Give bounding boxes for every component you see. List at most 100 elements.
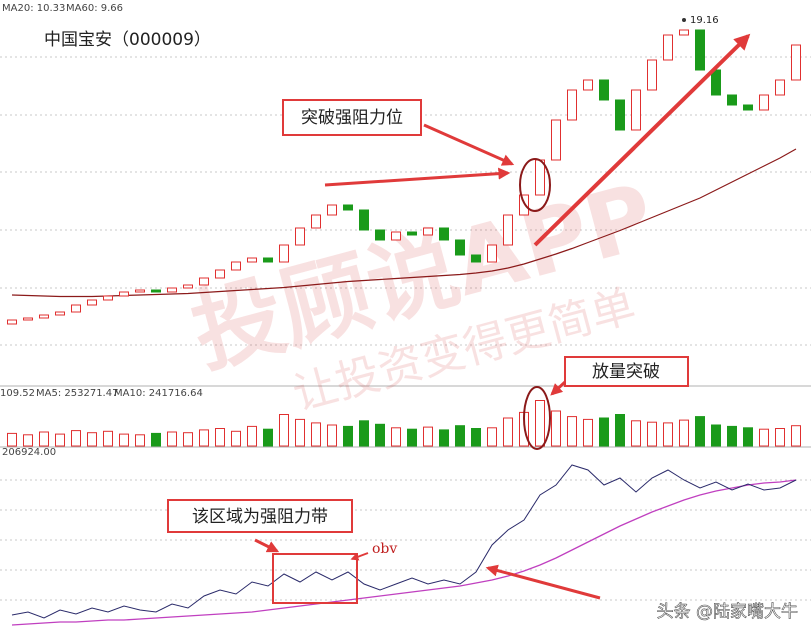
candle <box>87 299 97 306</box>
volume-bar <box>727 425 737 447</box>
volume-bar <box>327 424 337 447</box>
candle <box>359 209 369 231</box>
volume-bar <box>583 418 593 447</box>
candle <box>151 289 161 293</box>
candle <box>535 159 545 196</box>
arrow <box>350 552 369 561</box>
candle <box>503 214 513 246</box>
annotation: 突破强阻力位 <box>301 108 403 128</box>
obv-ma-line <box>11 479 797 626</box>
candle <box>455 239 465 256</box>
peak-label: 19.16 <box>690 15 719 26</box>
circle <box>519 158 551 212</box>
candle <box>695 29 705 71</box>
indicator: MA60: 9.66 <box>66 3 123 14</box>
circle <box>523 386 551 450</box>
candle <box>343 204 353 211</box>
volume-bar <box>135 434 145 447</box>
volume-bar <box>439 429 449 447</box>
volume-bar <box>199 429 209 447</box>
volume-bar <box>215 428 225 447</box>
volume-bar <box>295 418 305 447</box>
candle <box>199 277 209 286</box>
candle <box>71 304 81 313</box>
candle <box>215 269 225 279</box>
arrow <box>423 123 515 166</box>
volume-bar <box>791 425 801 447</box>
volume-bar <box>263 428 273 447</box>
arrow <box>533 33 751 247</box>
volume-bar <box>471 428 481 447</box>
volume-bar <box>7 432 17 447</box>
volume-bar <box>679 419 689 447</box>
candle <box>247 257 257 263</box>
footer: 头条 @陆家嘴大牛 <box>657 602 798 622</box>
volume-bar <box>391 427 401 447</box>
candle <box>167 287 177 293</box>
volume-bar <box>119 433 129 447</box>
volume-bar <box>455 425 465 447</box>
candle <box>759 94 769 111</box>
arrow <box>324 167 511 187</box>
candle <box>39 314 49 319</box>
candle <box>791 44 801 81</box>
ma60-line <box>11 148 797 298</box>
volume-bar <box>647 421 657 447</box>
candle <box>727 94 737 106</box>
volume-bar <box>743 427 753 447</box>
candle <box>487 244 497 263</box>
volume-bar <box>103 430 113 447</box>
volume-bar <box>359 420 369 447</box>
candle <box>439 227 449 241</box>
candle <box>567 89 577 121</box>
volume-bar <box>695 416 705 447</box>
annotation-box <box>564 356 689 387</box>
candle <box>599 79 609 101</box>
volume-bar <box>247 425 257 447</box>
annotations: 突破强阻力位 放量突破 该区域为强阻力带 obv <box>167 33 751 604</box>
indicator: 206924.00 <box>2 447 56 458</box>
volume-bar <box>311 422 321 447</box>
volume-bar <box>407 428 417 447</box>
volume-bar <box>167 431 177 447</box>
chart-title: 中国宝安（000009） <box>44 30 211 50</box>
volume-bar <box>487 427 497 447</box>
volume-bar <box>151 432 161 447</box>
marks: 19.16 <box>7 15 801 626</box>
volume-bar <box>87 432 97 447</box>
candle <box>615 99 625 131</box>
indicator: 109.52 <box>0 388 35 399</box>
candle <box>183 284 193 289</box>
candle <box>55 311 65 316</box>
arrow <box>254 538 280 553</box>
volume-bar <box>183 432 193 447</box>
annotation: 该区域为强阻力带 <box>192 507 328 527</box>
volume-bar <box>535 400 545 447</box>
candle <box>391 231 401 241</box>
volume-bar <box>279 414 289 447</box>
candle <box>519 194 529 216</box>
volume-bar <box>551 410 561 447</box>
annotation-box <box>282 99 422 136</box>
volume-bar <box>759 428 769 447</box>
candle <box>7 319 17 325</box>
candle <box>711 69 721 96</box>
volume-bar <box>231 430 241 447</box>
volume-bar <box>55 433 65 447</box>
candle <box>679 29 689 36</box>
candle <box>311 214 321 229</box>
obv-label: obv <box>372 541 397 557</box>
candle <box>231 261 241 271</box>
volume-bar <box>663 422 673 447</box>
arrow <box>550 380 567 396</box>
annotation-box <box>167 499 353 533</box>
volume-bar <box>775 428 785 447</box>
candle <box>775 79 785 96</box>
volume-bar <box>631 420 641 447</box>
candle <box>631 89 641 131</box>
indicator: MA20: 10.33 <box>2 3 65 14</box>
candle <box>471 254 481 263</box>
region-box <box>272 553 358 604</box>
candle <box>119 291 129 297</box>
volume-bar <box>599 417 609 447</box>
